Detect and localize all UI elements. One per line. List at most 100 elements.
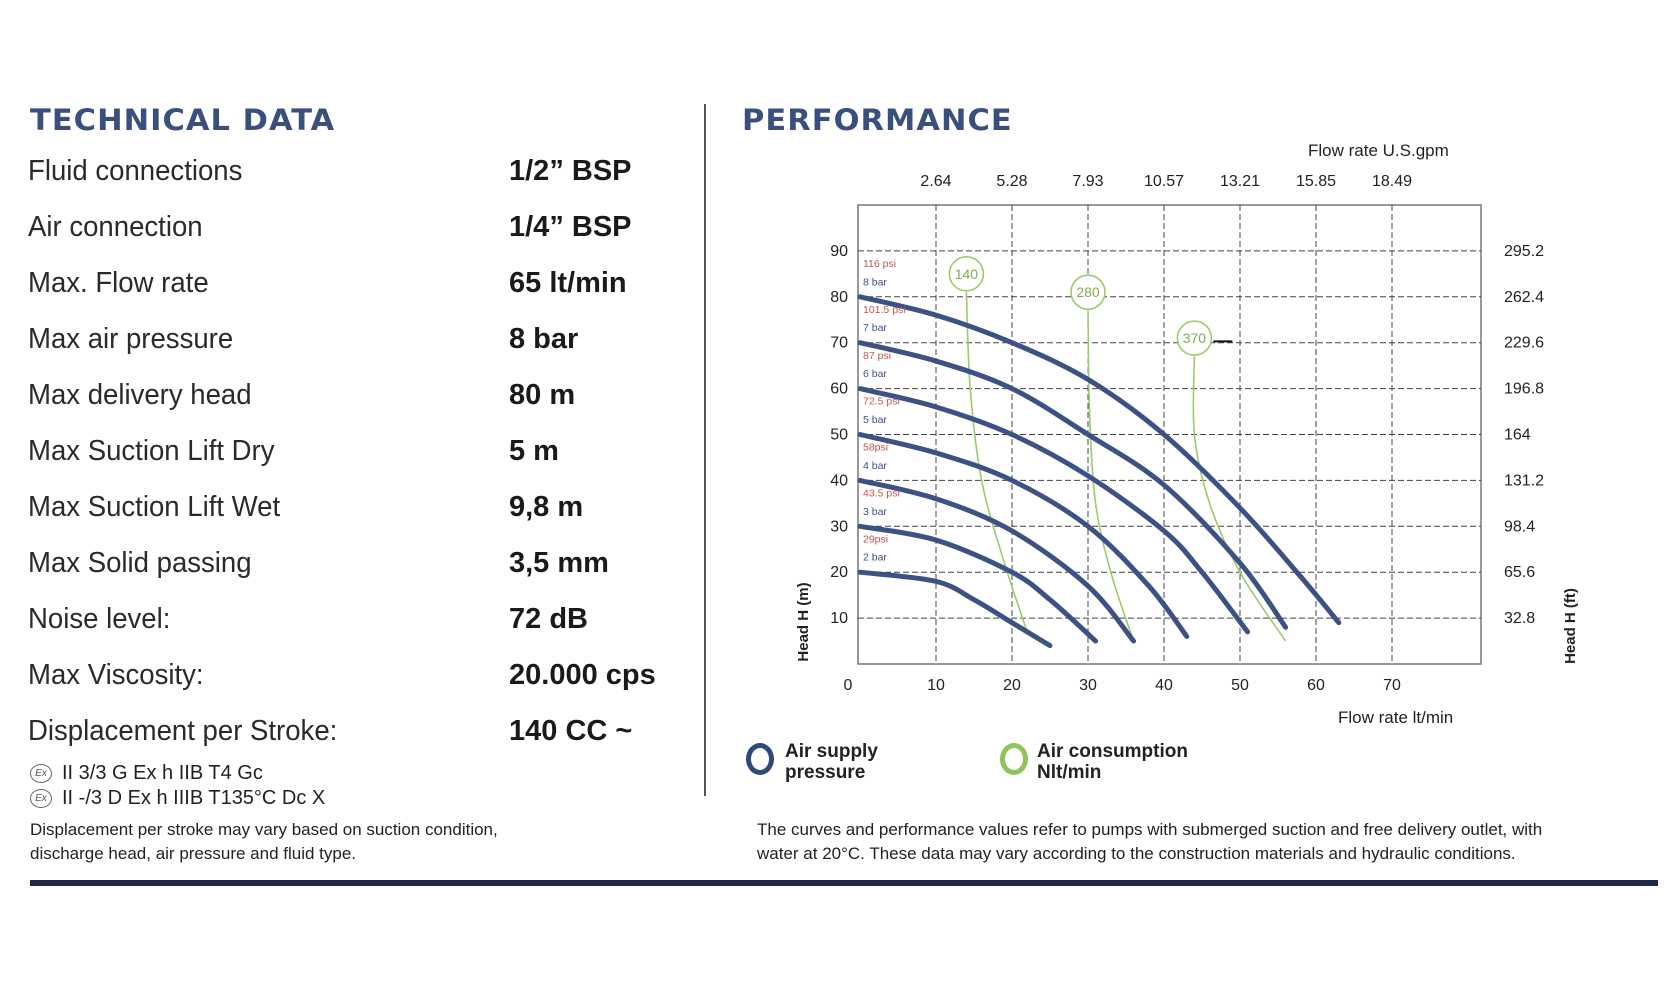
x2-tick-label: 18.49 [1372, 173, 1412, 190]
bar-label: 3 bar [863, 506, 887, 518]
y2-tick-label: 32.8 [1504, 610, 1535, 627]
air-supply-legend-icon [746, 743, 774, 775]
spec-label: Max Viscosity: [28, 659, 204, 691]
atex-line: Ex II 3/3 G Ex h IIB T4 Gc [30, 762, 263, 785]
pressure-curve [857, 432, 1190, 639]
psi-label: 116 psi [863, 258, 896, 270]
legend-line: Air consumption [1037, 741, 1188, 762]
air-consumption-marker [948, 256, 985, 292]
spec-value: 1/4” BSP [509, 211, 632, 243]
note-line: water at 20°C. These data may vary accor… [757, 844, 1516, 863]
x-tick-label: 0 [844, 677, 853, 694]
y-tick-label: 10 [830, 610, 848, 627]
air-consumption-legend-icon [1000, 743, 1028, 775]
legend-line: Air supply [785, 741, 878, 762]
y-tick-label: 60 [830, 381, 848, 398]
y-axis-title: Head H (m) [795, 582, 812, 661]
note-line: discharge head, air pressure and fluid t… [30, 844, 357, 863]
atex-line: Ex II -/3 D Ex h IIIB T135°C Dc X [30, 787, 325, 810]
x-axis-title: Flow rate lt/min [1338, 708, 1453, 727]
x-tick-label: 10 [927, 677, 945, 694]
pressure-curve [857, 340, 1289, 630]
spec-value: 140 CC ~ [509, 715, 633, 747]
section-divider [704, 104, 706, 796]
air-consumption-label: 280 [1076, 284, 1100, 300]
spec-value: 80 m [509, 379, 576, 411]
psi-label: 72.5 psi [863, 396, 900, 408]
note-line: Displacement per stroke may vary based o… [30, 820, 498, 839]
spec-value: 3,5 mm [509, 547, 609, 579]
air-consumption-marker [1176, 320, 1213, 356]
bar-label: 8 bar [863, 276, 887, 288]
note-line: The curves and performance values refer … [757, 820, 1543, 839]
pressure-curve [857, 386, 1251, 635]
spec-label: Max air pressure [28, 323, 234, 355]
air-consumption-label: 140 [955, 266, 979, 282]
performance-note: The curves and performance values refer … [757, 818, 1542, 866]
psi-label: 87 psi [863, 350, 891, 362]
spec-value: 20.000 cps [509, 659, 656, 691]
spec-value: 5 m [509, 435, 559, 467]
x2-axis-title: Flow rate U.S.gpm [1308, 141, 1449, 160]
spec-label: Displacement per Stroke: [28, 715, 338, 747]
ex-atex-icon: Ex [30, 764, 52, 783]
spec-label: Max. Flow rate [28, 267, 209, 299]
spec-label: Noise level: [28, 603, 171, 635]
x2-tick-label: 13.21 [1220, 173, 1260, 190]
y2-tick-label: 98.4 [1504, 518, 1535, 535]
y-tick-label: 30 [830, 518, 848, 535]
y-tick-label: 80 [830, 289, 848, 306]
x-tick-label: 40 [1155, 677, 1173, 694]
spec-label: Air connection [28, 211, 203, 243]
y2-tick-label: 65.6 [1504, 564, 1535, 581]
spec-label: Max Suction Lift Dry [28, 435, 275, 467]
bar-label: 5 bar [863, 414, 887, 426]
x2-tick-label: 15.85 [1296, 173, 1336, 190]
pressure-curve [857, 569, 1053, 649]
y-tick-label: 90 [830, 243, 848, 260]
psi-label: 101.5 psi [863, 304, 906, 316]
y2-axis-title: Head H (ft) [1562, 588, 1579, 664]
psi-label: 58psi [863, 442, 888, 454]
displacement-note: Displacement per stroke may vary based o… [30, 818, 498, 866]
spec-label: Max Solid passing [28, 547, 252, 579]
bottom-rule [30, 880, 1658, 886]
spec-value: 72 dB [509, 603, 588, 635]
bar-label: 7 bar [863, 322, 887, 334]
air-consumption-marker [1070, 274, 1106, 311]
x2-tick-label: 7.93 [1072, 173, 1103, 190]
spec-label: Max delivery head [28, 379, 252, 411]
air-consumption-curve [965, 292, 1028, 633]
x-tick-label: 60 [1307, 677, 1325, 694]
x-tick-label: 30 [1079, 677, 1097, 694]
psi-label: 43.5 psi [863, 487, 900, 499]
pressure-curve [857, 294, 1342, 626]
x-tick-label: 20 [1003, 677, 1021, 694]
air-consumption-legend-label: Air consumption Nlt/min [1037, 741, 1188, 783]
y2-tick-label: 131.2 [1504, 472, 1544, 489]
technical-data-title: TECHNICAL DATA [30, 103, 336, 137]
x2-tick-label: 5.28 [996, 173, 1027, 190]
air-consumption-curve [1087, 310, 1135, 642]
y2-tick-label: 262.4 [1504, 289, 1544, 306]
x2-tick-label: 10.57 [1144, 173, 1184, 190]
legend-line: Nlt/min [1037, 762, 1102, 783]
x-tick-label: 70 [1383, 677, 1401, 694]
y2-tick-label: 295.2 [1504, 243, 1544, 260]
pressure-curve [857, 523, 1099, 644]
y-tick-label: 70 [830, 335, 848, 352]
ex-atex-icon: Ex [30, 789, 52, 808]
y2-tick-label: 164 [1504, 427, 1531, 444]
bar-label: 4 bar [863, 460, 887, 472]
bar-label: 2 bar [863, 552, 887, 564]
x-tick-label: 50 [1231, 677, 1249, 694]
atex-text: II 3/3 G Ex h IIB T4 Gc [62, 762, 263, 784]
x2-tick-label: 2.64 [920, 173, 951, 190]
spec-value: 65 lt/min [509, 267, 627, 299]
air-supply-legend-label: Air supply pressure [785, 741, 878, 783]
y-tick-label: 40 [830, 472, 848, 489]
performance-title: PERFORMANCE [742, 103, 1013, 137]
legend-line: pressure [785, 762, 866, 783]
spec-value: 1/2” BSP [509, 155, 632, 187]
